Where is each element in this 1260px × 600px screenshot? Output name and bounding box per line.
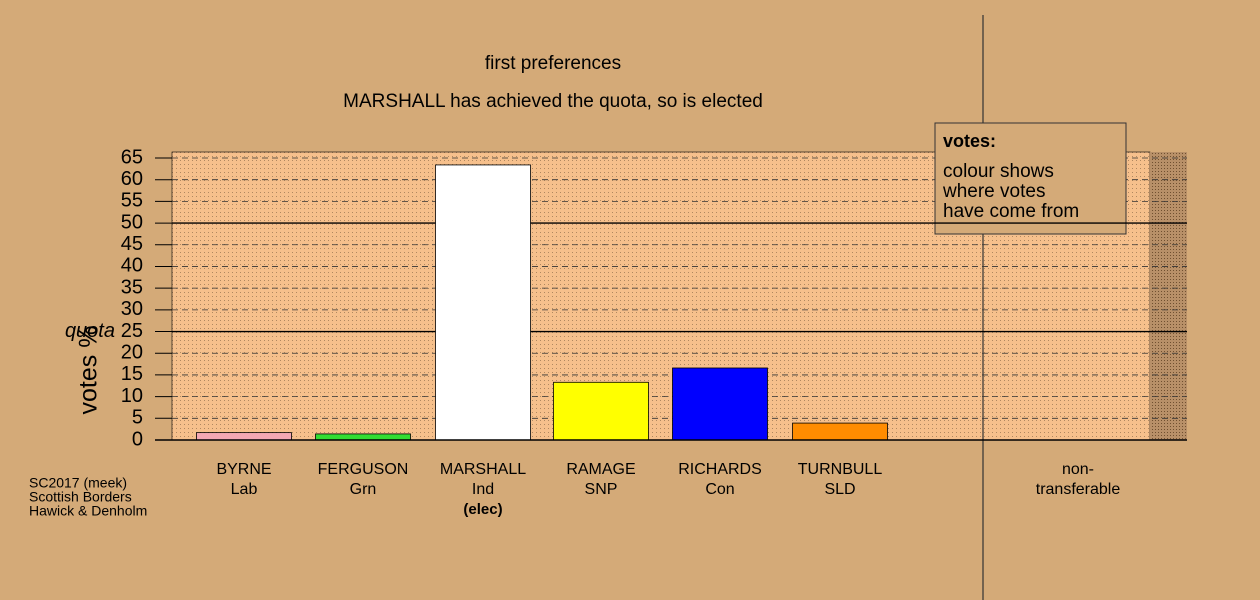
footnote: SC2017 (meek) [29,475,127,491]
y-tick-label: 15 [121,363,143,385]
x-tick-sublabel: Lab [231,481,258,498]
chart-subtitle: MARSHALL has achieved the quota, so is e… [343,91,763,112]
footnote: Hawick & Denholm [29,503,147,519]
x-tick-sublabel: SLD [824,481,855,498]
bar [315,433,411,441]
bar [553,381,649,441]
y-tick-label: 55 [121,190,143,212]
y-tick-label: 5 [132,407,143,429]
y-tick-label: 0 [132,428,143,450]
x-tick-label: MARSHALL [440,461,526,478]
y-axis-label: votes % [75,326,103,415]
y-tick-label: 40 [121,255,143,277]
y-tick-label: 10 [121,385,143,407]
footnote: Scottish Borders [29,489,132,505]
bar [792,422,888,441]
x-tick-sublabel: transferable [1036,481,1121,498]
x-tick-sublabel: Ind [472,481,494,498]
legend-line: have come from [943,201,1079,222]
y-tick-label: 30 [121,298,143,320]
x-tick-label: non- [1062,461,1094,478]
chart-title: first preferences [485,53,621,74]
y-tick-label: 60 [121,168,143,190]
legend-title: votes: [943,131,996,151]
plot-margin [1150,152,1187,440]
y-tick-label: 45 [121,233,143,255]
legend-box [934,122,1127,235]
x-tick-label: RAMAGE [566,461,635,478]
x-tick-label: RICHARDS [678,461,762,478]
x-tick-sublabel: Con [705,481,734,498]
bar [672,367,768,441]
legend-line: colour shows [943,161,1054,182]
y-tick-label: 35 [121,276,143,298]
bar [196,432,292,441]
bar [435,164,531,441]
y-tick-label: 50 [121,211,143,233]
y-tick-label: 20 [121,342,143,364]
x-tick-label: BYRNE [216,461,271,478]
x-tick-sublabel: SNP [585,481,618,498]
elected-note: (elec) [463,501,502,518]
quota-label: quota [65,320,115,342]
y-tick-label: 65 [121,146,143,168]
x-tick-label: TURNBULL [798,461,883,478]
x-tick-sublabel: Grn [350,481,377,498]
legend-line: where votes [942,181,1045,202]
x-tick-label: FERGUSON [318,461,409,478]
y-tick-label: 25 [121,320,143,342]
